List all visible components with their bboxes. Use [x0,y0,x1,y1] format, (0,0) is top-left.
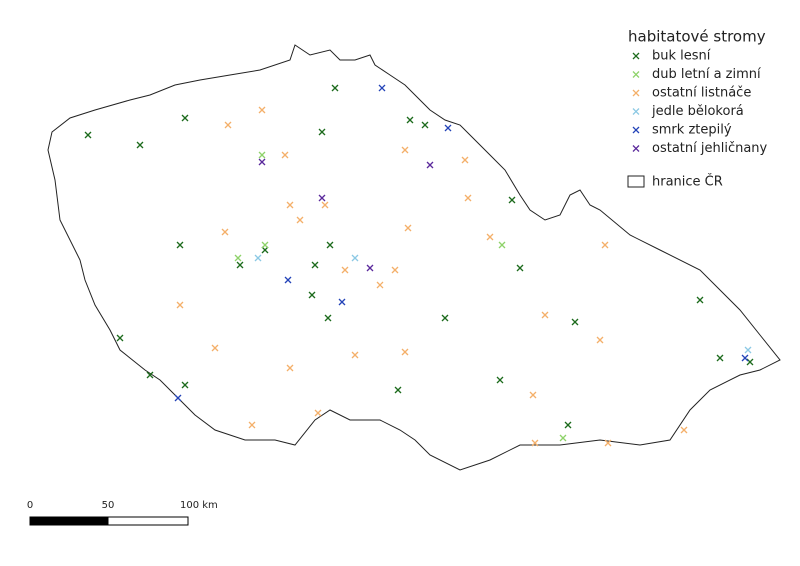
legend-marker [632,126,640,134]
legend-title: habitatové stromy [628,28,766,46]
scale-bar: 0 50 100 km [27,500,218,526]
legend-label: jedle bělokorá [651,104,744,119]
tree-marker [680,426,688,434]
legend-label: ostatní listnáče [652,86,751,101]
scale-label: 50 [102,500,115,511]
legend-marker [632,89,640,97]
legend-label: buk lesní [652,49,711,64]
legend-label: smrk ztepilý [652,123,732,138]
legend-marker [632,144,640,153]
legend-marker [632,52,640,60]
legend: buk lesní dub letní a zimní ostatní listná… [632,49,768,156]
scale-label: 100 km [180,500,218,511]
boundary-swatch [627,175,645,188]
scale-segment [107,516,189,526]
country-border [47,44,781,471]
legend-label: ostatní jehličnany [652,141,768,156]
legend-marker [632,70,640,79]
scale-label: 0 [27,500,33,511]
legend-label: hranice ČR [652,174,723,190]
legend-label: dub letní a zimní [652,67,761,82]
legend-marker [632,107,640,116]
scale-segment [29,516,109,526]
